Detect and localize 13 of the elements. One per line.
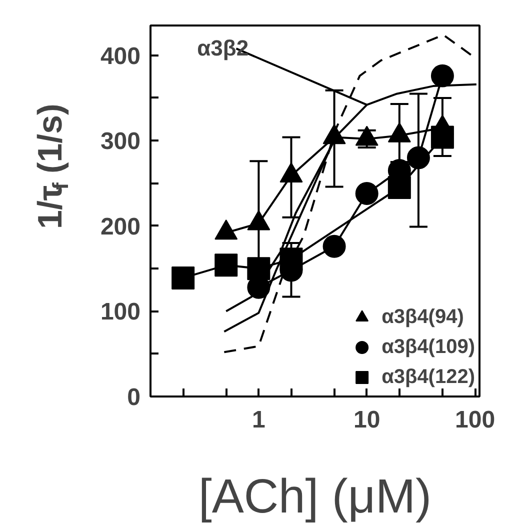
legend-label: α3β4(122) [382, 366, 475, 388]
x-tick-label: 100 [455, 406, 496, 434]
legend-label: α3β4(109) [382, 336, 475, 358]
y-tick-label: 0 [127, 384, 141, 411]
y-tick-label: 200 [100, 213, 141, 240]
y-tick-label: 400 [100, 42, 141, 70]
annotation: α3β2 [197, 36, 249, 61]
x-tick-label: 10 [354, 406, 380, 434]
y-tick-label: 300 [100, 128, 141, 156]
legend-label: α3β4(94) [382, 306, 464, 328]
x-tick-label: 1 [252, 406, 266, 434]
y-tick-label: 100 [100, 298, 141, 326]
x-axis-title: [ACh] (μM) [198, 470, 432, 524]
